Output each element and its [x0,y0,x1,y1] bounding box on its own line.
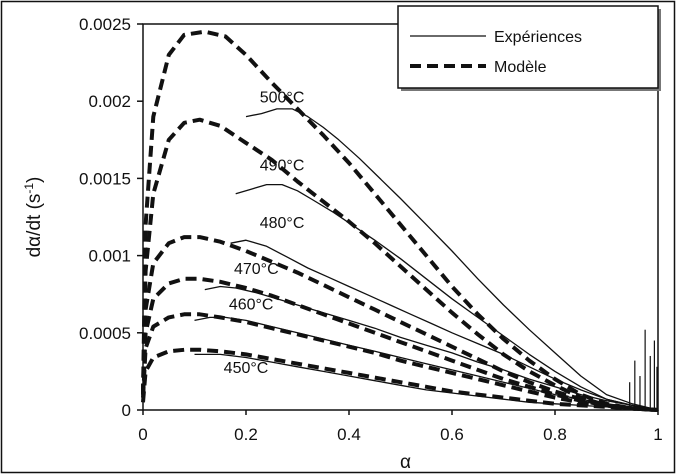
y-tick-label: 0.001 [88,247,131,266]
curve-labels: 500°C 490°C 480°C 470°C 460°C 450°C [224,90,305,377]
curve-label: 480°C [260,215,305,232]
curve-label: 500°C [260,90,305,107]
legend: Expériences Modèle [397,5,661,91]
y-axis-title-main: dα/dt (s [24,194,45,258]
curve-label: 490°C [260,158,305,175]
y-tick-label: 0.0025 [79,15,131,34]
series-line-model-500c [141,29,659,412]
legend-label-model: Modèle [494,59,547,76]
y-axis-title: dα/dt (s-1) [22,177,45,258]
curve-label: 470°C [234,261,279,278]
x-tick-label: 0.6 [440,425,464,444]
series-group [141,29,659,412]
x-tick-label: 1 [653,425,662,444]
x-axis-ticks: 0 0.2 0.4 0.6 0.8 1 [138,410,663,444]
y-tick-label: 0.0005 [79,324,131,343]
y-axis-title-sup: -1 [22,183,36,194]
y-axis-ticks: 0 0.0005 0.001 0.0015 0.002 0.0025 [79,15,143,420]
y-tick-label: 0 [122,401,131,420]
series-line-model-460c [141,312,659,412]
series-line-model-490c [141,117,659,412]
legend-box [397,5,659,89]
series-line-experiment-470c [204,285,659,411]
series-line-model-480c [141,235,659,412]
x-tick-label: 0.2 [234,425,258,444]
series-line-experiment-490c [235,183,659,411]
curve-label: 460°C [229,297,274,314]
series-line-experiment-480c [230,239,659,411]
series-line-experiment-450c [194,353,659,411]
series-line-experiment-460c [194,316,659,411]
curve-label: 450°C [224,360,269,377]
y-tick-label: 0.0015 [79,169,131,188]
y-tick-label: 0.002 [88,92,131,111]
series-line-experiment-500c [245,108,659,411]
series-line-model-450c [141,347,659,412]
y-axis-title-close: ) [24,177,45,183]
x-tick-label: 0.4 [337,425,361,444]
legend-label-experiment: Expériences [494,29,582,46]
x-tick-label: 0.8 [543,425,567,444]
x-axis-title: α [400,452,411,473]
x-tick-label: 0 [138,425,147,444]
